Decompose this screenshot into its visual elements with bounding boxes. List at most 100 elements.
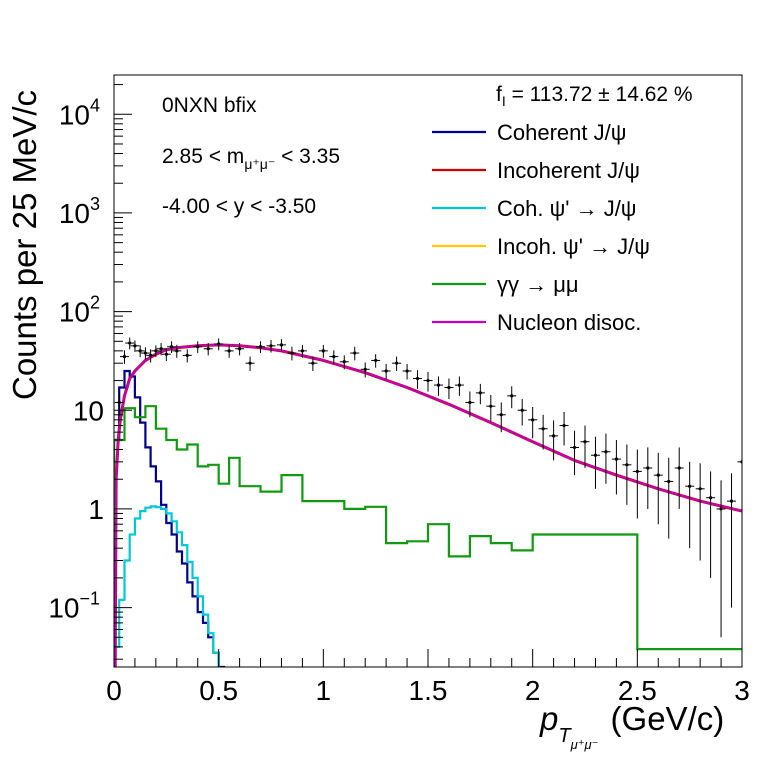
data-point	[402, 363, 412, 380]
legend-label: Coherent J/ψ	[497, 120, 626, 145]
data-point	[580, 425, 590, 468]
y-axis-label: Counts per 25 MeV/c	[6, 90, 43, 400]
legend: Coherent J/ψ Incoherent J/ψ Coh. ψ' → J/ψ I…	[432, 120, 650, 335]
data-point	[611, 439, 621, 495]
data-point	[664, 457, 674, 539]
annotation-rapidity: -4.00 < y < -3.50	[162, 195, 316, 218]
data-point	[276, 339, 286, 352]
data-point	[570, 430, 580, 476]
data-point	[214, 338, 224, 351]
legend-label: Incoh. ψ' → J/ψ	[497, 234, 650, 259]
data-point	[297, 344, 307, 358]
legend-label: γγ → μμ	[497, 272, 579, 297]
x-axis-ticks: 0 0.5 1 1.5 2 2.5 3	[106, 649, 750, 706]
x-axis-label: pTμ⁺μ⁻(GeV/c)	[539, 700, 724, 752]
data-point	[203, 343, 213, 356]
data-points	[114, 337, 742, 638]
data-point	[590, 436, 600, 489]
data-point	[308, 356, 318, 371]
legend-label: Incoherent J/ψ	[497, 158, 640, 183]
data-point	[549, 420, 559, 461]
data-point	[119, 350, 129, 364]
data-point	[224, 344, 234, 358]
data-point	[287, 346, 297, 361]
data-point	[423, 371, 433, 392]
data-point	[392, 356, 402, 371]
data-point	[653, 452, 663, 525]
x-tick-label: 2.5	[618, 675, 657, 706]
data-point	[135, 345, 145, 358]
data-point	[130, 340, 140, 352]
data-point	[161, 348, 171, 362]
annotation-fraction: fI = 113.72 ± 14.62 %	[496, 83, 693, 109]
data-point	[172, 344, 182, 358]
data-point	[413, 370, 423, 389]
y-tick-label: 104	[59, 95, 100, 130]
data-point	[318, 344, 328, 358]
data-point	[360, 362, 370, 378]
legend-entry: Incoherent J/ψ	[432, 158, 640, 183]
data-point	[146, 349, 156, 363]
legend-entry: Coh. ψ' → J/ψ	[432, 196, 637, 221]
data-point	[674, 447, 684, 509]
data-point	[559, 412, 569, 446]
data-point	[433, 376, 443, 396]
legend-entry: γγ → μμ	[432, 272, 579, 297]
data-point	[528, 406, 538, 439]
legend-entry: Coherent J/ψ	[432, 120, 626, 145]
annotation-label: 0NXN bfix	[162, 94, 257, 117]
data-point	[256, 341, 266, 354]
data-point	[622, 444, 632, 505]
x-tick-label: 1.5	[409, 675, 448, 706]
data-point	[454, 376, 464, 396]
y-axis-ticks: 10−1 1 10 102 103 104	[48, 84, 132, 660]
data-point	[182, 349, 192, 363]
x-tick-label: 0.5	[199, 675, 238, 706]
data-point	[245, 356, 255, 371]
data-point	[350, 346, 360, 361]
data-point	[727, 473, 737, 608]
data-point	[140, 347, 150, 360]
data-point	[444, 378, 454, 400]
data-point	[156, 343, 166, 356]
data-point	[193, 341, 203, 354]
data-point	[496, 402, 506, 433]
data-point	[538, 414, 548, 450]
series-4-line	[114, 405, 742, 667]
data-point	[486, 394, 496, 422]
data-point	[685, 461, 695, 549]
y-tick-label: 103	[59, 194, 100, 229]
data-point	[167, 341, 177, 354]
data-point	[475, 383, 485, 405]
data-point	[329, 350, 339, 364]
data-point	[716, 480, 726, 638]
legend-label: Coh. ψ' → J/ψ	[497, 196, 637, 221]
data-point	[695, 463, 705, 561]
data-point	[266, 340, 276, 353]
data-point	[381, 363, 391, 380]
data-point	[235, 343, 245, 356]
data-point	[507, 386, 517, 409]
data-point	[465, 391, 475, 418]
y-tick-label: 10−1	[48, 589, 100, 624]
data-point	[339, 355, 349, 370]
data-point	[601, 433, 611, 484]
data-point	[371, 354, 381, 368]
data-point	[114, 392, 124, 415]
data-point	[517, 399, 527, 426]
legend-entry: Nucleon disoc.	[432, 310, 641, 335]
x-tick-label: 2	[525, 675, 541, 706]
x-tick-label: 3	[734, 675, 750, 706]
x-tick-label: 1	[316, 675, 332, 706]
annotation-mass: 2.85 < mμ⁺μ⁻ < 3.35	[162, 145, 340, 172]
data-point	[706, 471, 716, 578]
legend-entry: Incoh. ψ' → J/ψ	[432, 234, 650, 259]
y-tick-label: 1	[88, 494, 104, 525]
data-point	[151, 345, 161, 358]
x-tick-label: 0	[106, 675, 122, 706]
data-point	[643, 447, 653, 509]
y-tick-label: 10	[73, 395, 104, 426]
y-tick-label: 102	[59, 293, 100, 328]
legend-label: Nucleon disoc.	[497, 310, 641, 335]
